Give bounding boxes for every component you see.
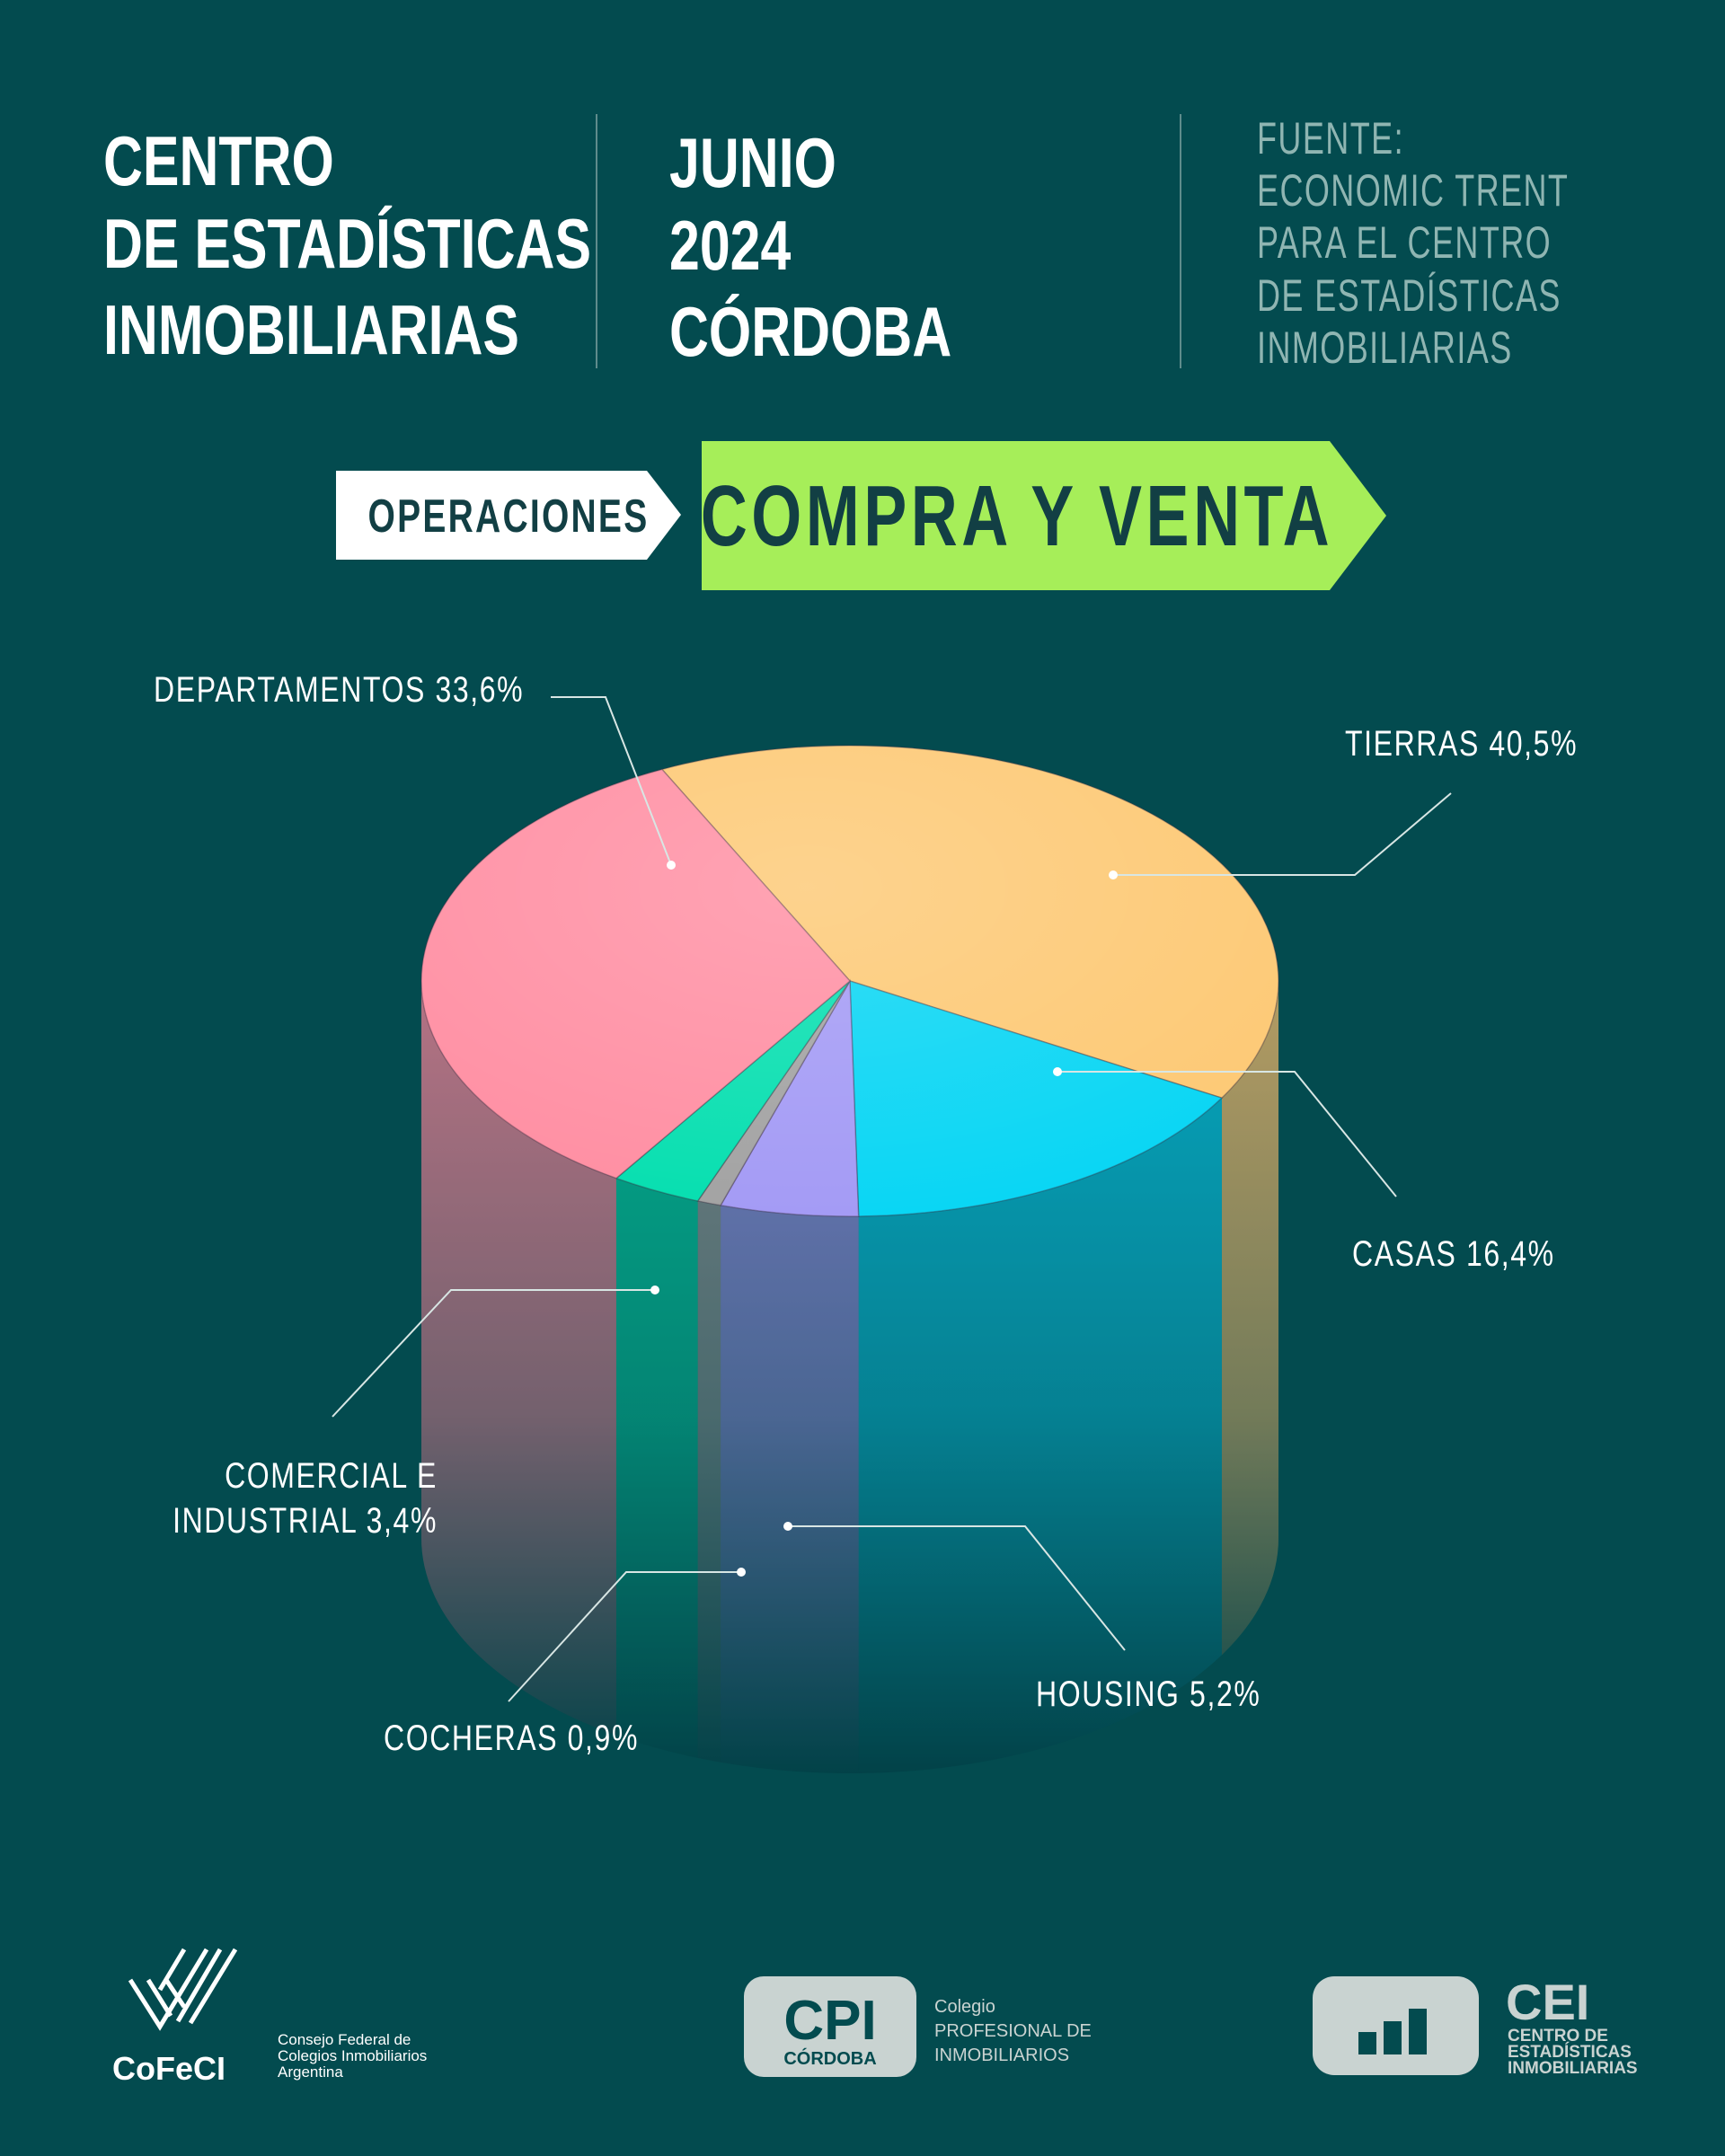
category-label: HOUSING	[1036, 1674, 1181, 1714]
leader-line	[551, 696, 672, 866]
date-line: CÓRDOBA	[669, 293, 951, 371]
slice-side-shade	[697, 1200, 721, 1763]
value-label: 33,6%	[435, 670, 524, 710]
leader-dot	[783, 1522, 792, 1531]
slice-side	[697, 1200, 721, 1763]
pie-chart	[420, 745, 1279, 1773]
cei-icon-bar	[1384, 2021, 1402, 2054]
leader-line	[1057, 1071, 1397, 1197]
source-block: FUENTE: ECONOMIC TRENT PARA EL CENTRO DE…	[1257, 114, 1569, 373]
slice-label: COMERCIAL E INDUSTRIAL 3,4%	[121, 1454, 438, 1543]
cei-text: INMOBILIARIAS	[1508, 2059, 1638, 2078]
cei-logo: CEI CENTRO DE ESTADÍSTICAS INMOBILIARIAS	[1313, 1974, 1638, 2078]
leader-dot	[650, 1286, 659, 1294]
source-line: PARA EL CENTRO	[1257, 218, 1552, 268]
value-label: 16,4%	[1465, 1234, 1555, 1274]
cofeci-text: Consejo Federal de	[278, 2031, 411, 2048]
cofeci-text: Argentina	[278, 2063, 343, 2081]
cei-text: ESTADÍSTICAS	[1508, 2042, 1632, 2062]
cei-icon-bar	[1358, 2032, 1376, 2054]
date-line: 2024	[669, 207, 791, 285]
source-line: ECONOMIC TRENT	[1257, 166, 1569, 216]
cofeci-text: Colegios Inmobiliarios	[278, 2047, 427, 2064]
date-line: JUNIO	[669, 124, 836, 202]
category-label: CASAS	[1352, 1234, 1457, 1274]
cofeci-name: CoFeCI	[112, 2050, 226, 2087]
operation-label: OPERACIONES	[368, 489, 650, 542]
slice-side-shade	[1221, 981, 1278, 1656]
cofeci-mark	[128, 1948, 238, 2031]
source-line: FUENTE:	[1257, 114, 1404, 163]
category-label: COMERCIAL E INDUSTRIAL	[172, 1456, 438, 1541]
slice-side	[615, 1178, 698, 1758]
value-label: 5,2%	[1190, 1674, 1261, 1714]
slice-label: HOUSING 5,2%	[1036, 1674, 1261, 1715]
leaders	[332, 696, 1452, 1702]
cpi-text: INMOBILIARIOS	[934, 2046, 1069, 2065]
cpi-text: Colegio	[934, 1997, 995, 2017]
leader-line	[508, 1571, 741, 1702]
slice-side-shade	[421, 981, 616, 1736]
slice-side	[721, 1205, 859, 1773]
category-label: TIERRAS	[1345, 724, 1480, 764]
slice-side	[858, 1098, 1222, 1773]
value-label: 40,5%	[1489, 724, 1579, 764]
title-line: DE ESTADÍSTICAS	[103, 205, 591, 283]
slice-side	[421, 981, 616, 1736]
chart-title-tag	[702, 441, 1386, 590]
cei-icon-bar	[1409, 2009, 1427, 2054]
cpi-name: CPI	[783, 1990, 876, 2052]
leader-line	[332, 1289, 655, 1418]
pie-highlight	[421, 746, 1278, 1216]
title-block: CENTRO DE ESTADÍSTICAS INMOBILIARIAS	[103, 122, 591, 369]
leader-dot	[1109, 870, 1118, 879]
chart-title-wrap: COMPRA Y VENTA	[701, 467, 1333, 563]
category-label: DEPARTAMENTOS	[153, 670, 426, 710]
value-label: 3,4%	[366, 1501, 438, 1541]
operation-label-wrap: OPERACIONES	[368, 489, 650, 542]
chart-title: COMPRA Y VENTA	[701, 467, 1333, 563]
slice-label: DEPARTAMENTOS 33,6%	[154, 670, 524, 711]
leader-line	[788, 1525, 1126, 1651]
slice-side	[1221, 981, 1278, 1656]
leader-line	[1113, 792, 1452, 876]
cpi-logo: CPI CÓRDOBA Colegio PROFESIONAL DE INMOB…	[744, 1976, 1092, 2077]
cei-text: CENTRO DE	[1508, 2027, 1608, 2046]
date-block: JUNIO 2024 CÓRDOBA	[669, 124, 951, 371]
title-line: CENTRO	[103, 122, 334, 200]
title-line: INMOBILIARIAS	[103, 291, 519, 369]
value-label: 0,9%	[567, 1719, 639, 1758]
leader-dot	[1053, 1067, 1062, 1076]
source-line: DE ESTADÍSTICAS	[1257, 270, 1561, 321]
cpi-sub: CÓRDOBA	[783, 2047, 876, 2069]
leader-dot	[737, 1568, 746, 1577]
slice-label: CASAS 16,4%	[1352, 1234, 1555, 1275]
cei-name: CEI	[1506, 1974, 1589, 2030]
slice-side-shade	[858, 1098, 1222, 1773]
category-label: COCHERAS	[384, 1719, 559, 1758]
slice-label: TIERRAS 40,5%	[1345, 724, 1578, 764]
slice-label: COCHERAS 0,9%	[384, 1719, 639, 1759]
cofeci-logo: CoFeCI Consejo Federal de Colegios Inmob…	[112, 1948, 427, 2087]
source-line: INMOBILIARIAS	[1257, 323, 1513, 373]
operation-tag	[336, 471, 681, 560]
slice-side-shade	[721, 1205, 859, 1773]
cpi-box	[744, 1976, 916, 2077]
cpi-text: PROFESIONAL DE	[934, 2021, 1092, 2041]
leader-dots	[650, 861, 1118, 1577]
slice-side-shade	[615, 1178, 698, 1758]
leader-dot	[667, 861, 676, 870]
